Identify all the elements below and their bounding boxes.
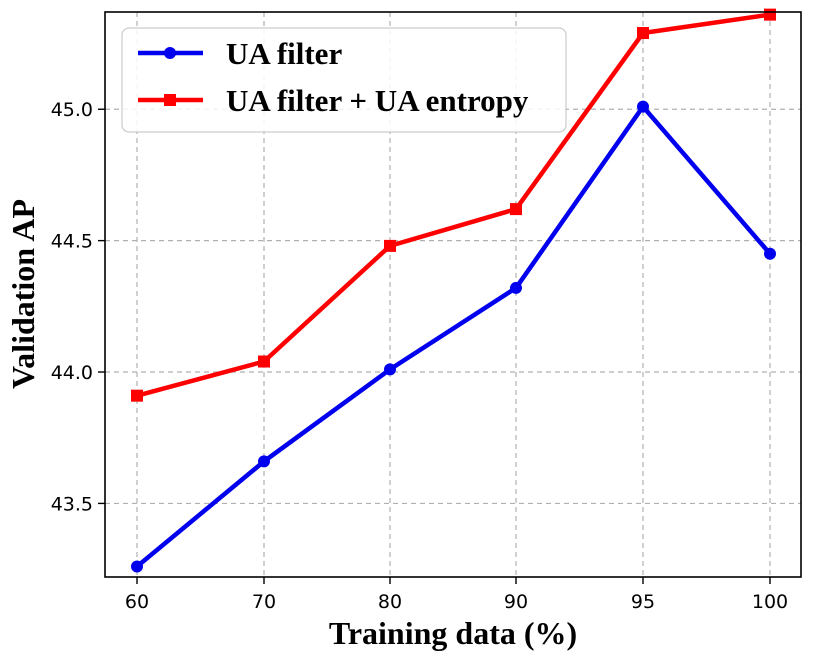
y-tick-label: 43.5 <box>51 493 93 515</box>
legend: UA filter UA filter + UA entropy <box>121 27 567 133</box>
x-tick-label: 95 <box>631 591 655 613</box>
legend-box <box>121 27 567 133</box>
legend-item-series-1: UA filter + UA entropy <box>138 83 529 118</box>
series-0 <box>131 100 776 573</box>
data-point <box>764 247 776 260</box>
data-point <box>384 363 396 376</box>
data-point <box>637 100 649 113</box>
series-layer <box>131 8 776 573</box>
data-point <box>510 203 522 216</box>
series-line-0 <box>135 104 772 569</box>
data-point <box>384 239 396 252</box>
x-tick-label: 60 <box>125 591 149 613</box>
x-axis: 60 70 80 90 95 100 <box>125 577 788 613</box>
x-axis-title: Training data (%) <box>329 615 577 651</box>
legend-marker-series-1 <box>164 94 176 106</box>
series-1 <box>131 8 776 402</box>
data-point <box>258 455 270 468</box>
legend-label-series-1: UA filter + UA entropy <box>226 83 529 118</box>
data-point <box>131 389 143 402</box>
y-axis: 43.5 44.0 44.5 45.0 <box>51 99 105 515</box>
y-tick-label: 44.5 <box>51 231 93 253</box>
legend-label-series-0: UA filter <box>226 36 342 71</box>
y-tick-label: 45.0 <box>51 99 93 121</box>
x-tick-label: 90 <box>504 591 528 613</box>
data-point <box>510 281 522 294</box>
series-line-1 <box>136 12 771 398</box>
y-tick-label: 44.0 <box>51 362 93 384</box>
data-point <box>764 8 776 21</box>
x-tick-label: 80 <box>378 591 402 613</box>
plot-frame <box>104 11 802 578</box>
x-tick-label: 70 <box>252 591 276 613</box>
legend-item-series-0: UA filter <box>138 36 342 71</box>
data-point <box>637 27 649 40</box>
data-point <box>131 560 143 573</box>
legend-marker-series-0 <box>164 47 176 59</box>
x-tick-label: 100 <box>752 591 788 613</box>
data-point <box>258 355 270 368</box>
y-axis-title: Validation AP <box>5 199 41 389</box>
